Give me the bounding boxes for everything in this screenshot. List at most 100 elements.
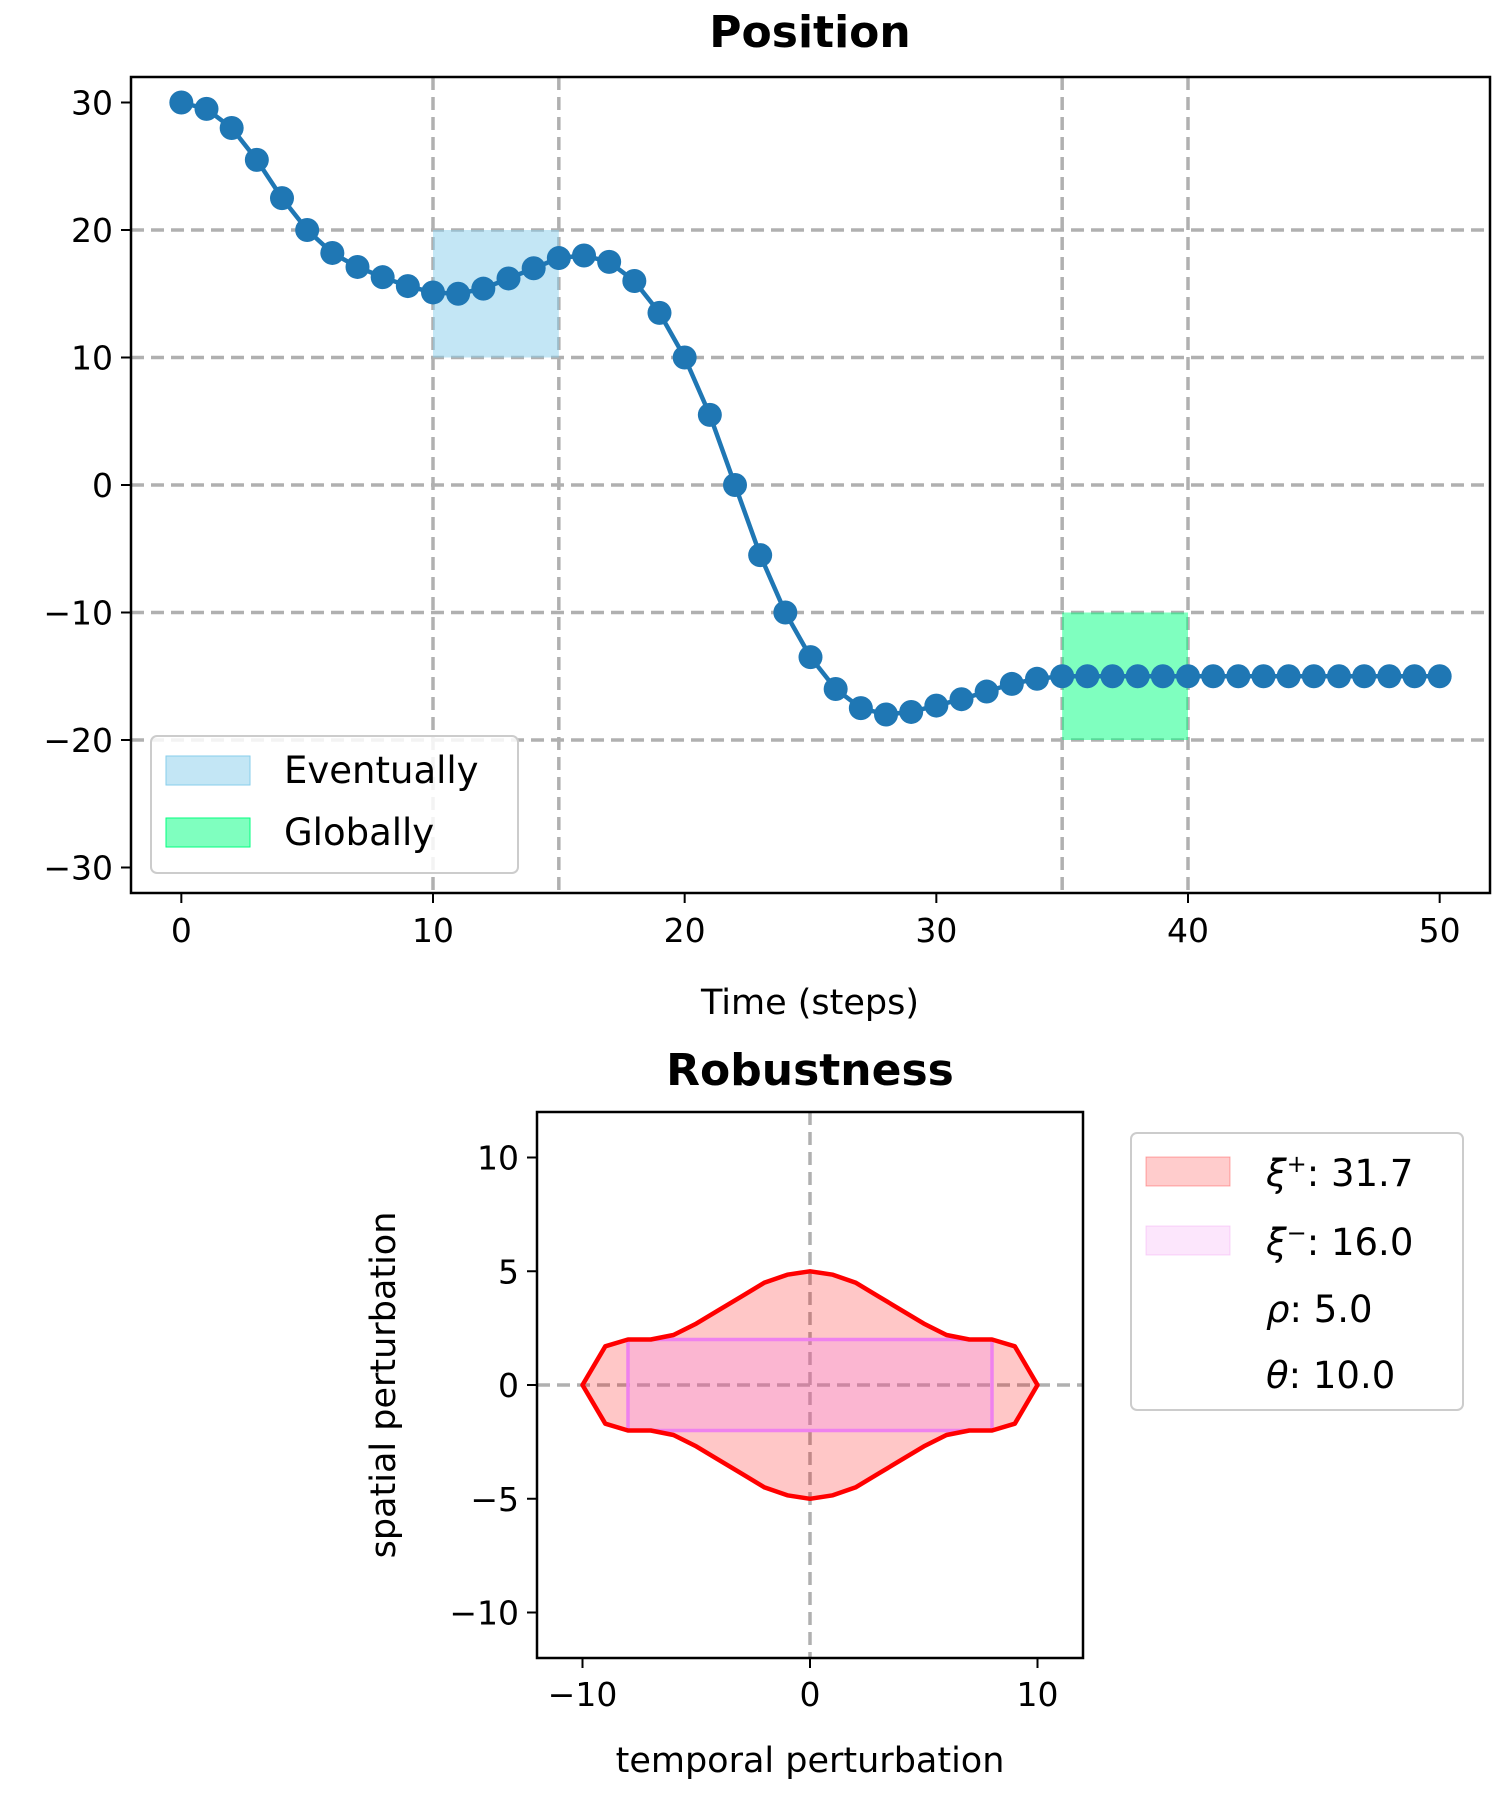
data-point [496,266,521,291]
y-axis-ticks: 10 5 0 −5 −10 [449,1139,537,1633]
x-tick-label: 40 [1167,911,1209,950]
xi-plus-area [582,1271,1038,1499]
series-points [169,90,1452,727]
data-point [1327,664,1351,689]
y-tick-label: 20 [71,211,113,250]
robustness-shapes [580,1269,1040,1502]
data-point [647,300,672,325]
data-point [1251,664,1276,689]
data-point [295,218,320,242]
data-point [622,269,647,293]
data-point [1025,666,1049,691]
y-tick-label: 5 [498,1252,519,1291]
data-point [874,702,898,727]
xi-plus-outline [580,1269,1040,1502]
data-point [999,671,1024,696]
data-point [546,246,571,271]
legend-label-eventually: Eventually [284,749,479,792]
data-point [194,96,219,121]
data-point [1075,664,1100,689]
x-tick-label: 20 [664,911,706,950]
y-tick-label: −30 [43,849,113,888]
data-point [270,186,294,211]
x-axis-label: temporal perturbation [616,1741,1005,1781]
y-axis-label: spatial perturbation [364,1212,404,1559]
y-tick-label: 10 [71,339,113,378]
xi-minus-rectangle [626,1337,994,1433]
x-tick-label: 50 [1419,911,1461,950]
x-tick-label: 0 [171,911,192,950]
robustness-chart: Robustness −10 0 10 10 5 0 −5 −10 temporal per… [364,1045,1464,1781]
data-point [572,243,596,268]
data-point [1427,664,1452,689]
data-point [1050,664,1075,689]
data-point [1301,664,1326,689]
legend-swatch-globally [165,817,251,848]
data-point [370,265,395,290]
data-point [320,240,345,265]
data-point [1176,664,1200,689]
data-point [521,256,546,281]
x-axis-label: Time (steps) [700,983,919,1023]
data-point [1226,664,1251,689]
x-tick-label: −10 [548,1675,618,1714]
data-point [974,679,999,704]
data-point [723,473,747,497]
data-point [1150,664,1175,689]
data-point [672,345,697,370]
legend-swatch-xi-plus [1145,1156,1231,1187]
legend-entry-xi-plus: ξ+: 31.7 [1265,1150,1413,1195]
y-tick-label: 10 [477,1139,519,1178]
data-point [446,281,471,306]
grid [131,77,1490,893]
legend-entry-rho: ρ: 5.0 [1266,1288,1373,1331]
x-tick-label: 10 [412,911,454,950]
y-tick-label: 0 [92,466,113,505]
legend-frame [1130,1132,1464,1411]
data-point [748,543,773,568]
position-chart: Position 0 10 20 30 40 50 30 20 10 0 −10 −20 −30 Ti… [43,7,1492,1023]
data-point [1201,664,1226,689]
x-axis-ticks: −10 0 10 [548,1658,1059,1714]
y-tick-label: −10 [43,594,113,633]
legend-swatch-xi-minus [1145,1225,1231,1256]
data-point [823,677,848,701]
data-point [219,116,244,140]
position-line [180,100,1440,717]
data-point [924,693,949,718]
data-point [345,254,370,279]
legend: ξ+: 31.7 ξ−: 16.0 ρ: 5.0 θ: 10.0 [1130,1132,1464,1411]
data-point [697,402,722,427]
y-tick-label: 30 [71,84,113,123]
y-tick-label: −20 [43,721,113,760]
data-point [1276,664,1301,689]
data-point [169,90,194,115]
legend: Eventually Globally [150,735,519,874]
data-point [773,600,798,625]
chart-title: Position [709,7,910,58]
x-tick-label: 30 [915,911,957,950]
chart-title: Robustness [666,1045,954,1096]
data-point [848,696,873,721]
data-point [471,276,496,301]
data-point [899,699,924,724]
data-point [244,147,269,172]
legend-label-globally: Globally [284,811,434,854]
y-tick-label: −10 [449,1594,519,1633]
data-point [395,274,420,299]
y-tick-label: −5 [470,1480,519,1519]
data-point [421,280,445,305]
legend-entry-xi-minus: ξ−: 16.0 [1265,1219,1413,1264]
legend-swatch-eventually [165,755,251,786]
data-point [1402,664,1427,689]
y-tick-label: 0 [498,1366,519,1405]
data-point [1125,664,1150,689]
x-tick-label: 10 [1017,1675,1059,1714]
data-point [1100,664,1125,689]
y-axis-ticks: 30 20 10 0 −10 −20 −30 [43,84,131,888]
series-line [180,100,1440,717]
data-point [949,687,974,712]
data-point [597,249,622,274]
x-axis-ticks: 0 10 20 30 40 50 [171,893,1461,950]
data-point [798,645,823,670]
